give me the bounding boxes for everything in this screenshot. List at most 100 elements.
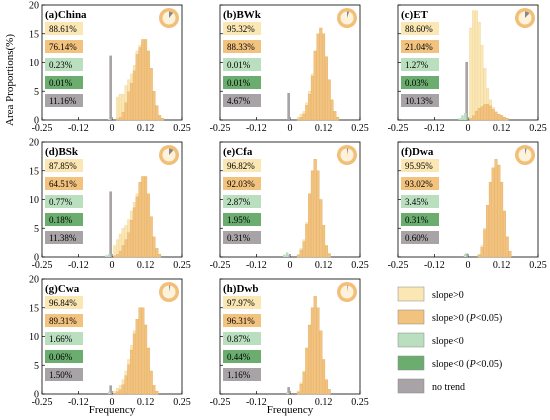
- pos-slope-sig-bar: [313, 159, 317, 258]
- percent-swatch-no-trend: [223, 368, 261, 381]
- pos-slope-sig-bar: [127, 364, 131, 395]
- x-tick-label: 0.25: [529, 123, 547, 134]
- y-tick-label: 15: [29, 29, 39, 40]
- pos-slope-bar: [474, 10, 478, 121]
- pos-slope-sig-bar: [158, 115, 162, 121]
- y-tick-label: 5: [34, 224, 39, 235]
- y-axis-title: Area Proportions(%): [4, 34, 16, 126]
- percent-label: 1.16%: [227, 370, 251, 380]
- panel-6: -0.25 -0.12 0 0.12 0.25 (f)Dwa 95.95% 93.02% 3.4…: [388, 141, 547, 271]
- x-tick-label: -0.12: [246, 260, 267, 271]
- x-tick-label: 0.25: [351, 260, 369, 271]
- percent-label: 95.32%: [227, 24, 255, 34]
- percent-label: 0.31%: [405, 215, 429, 225]
- pos-slope-sig-bar: [316, 170, 320, 258]
- y-tick-label: 5: [34, 87, 39, 98]
- pos-slope-sig-bar: [152, 236, 156, 258]
- pos-slope-sig-bar: [491, 109, 495, 121]
- percent-swatch-slope-pos-sig: [223, 314, 261, 327]
- y-tick-label: 20: [29, 275, 39, 286]
- pos-slope-sig-bar: [121, 384, 125, 395]
- percent-swatch-no-trend: [45, 231, 83, 244]
- x-tick-label: -0.25: [32, 123, 53, 134]
- percent-swatch-slope-neg-sig: [223, 213, 261, 226]
- pos-slope-sig-bar: [500, 115, 504, 121]
- no-trend-bar: [465, 253, 468, 257]
- x-tick-label: 0.25: [351, 397, 369, 408]
- no-trend-bar: [109, 191, 112, 257]
- pos-slope-sig-bar: [141, 39, 145, 121]
- percent-swatch-slope-neg: [223, 332, 261, 345]
- pos-slope-sig-bar: [113, 255, 117, 258]
- percent-label: 96.31%: [227, 316, 255, 326]
- pos-slope-sig-bar: [319, 199, 323, 258]
- percent-label: 87.85%: [49, 161, 77, 171]
- percent-label: 10.13%: [405, 96, 433, 106]
- pos-slope-sig-bar: [305, 224, 309, 258]
- pos-slope-sig-bar: [146, 50, 150, 121]
- panel-2: -0.25 -0.12 0 0.12 0.25 (b)BWk 95.32% 88.33% 0.0…: [210, 4, 369, 134]
- x-tick-label: -0.12: [246, 123, 267, 134]
- neg-slope-bar: [107, 118, 111, 120]
- legend-label: slope<0: [432, 336, 464, 347]
- percent-swatch-no-trend: [45, 368, 83, 381]
- percent-swatch-slope-neg-sig: [45, 76, 83, 89]
- pos-slope-sig-bar: [116, 391, 120, 395]
- pos-slope-sig-bar: [502, 116, 506, 121]
- pos-slope-sig-bar: [135, 196, 139, 258]
- x-tick-label: 0: [288, 260, 293, 271]
- x-tick-label: -0.12: [68, 397, 89, 408]
- y-tick-label: 15: [29, 303, 39, 314]
- neg-slope-bar: [285, 392, 289, 394]
- neg-slope-bar: [107, 254, 111, 257]
- pos-slope-sig-bar: [149, 216, 153, 258]
- percent-swatch-slope-pos-sig: [223, 40, 261, 53]
- pos-slope-sig-bar: [500, 182, 504, 258]
- percent-label: 0.31%: [227, 233, 251, 243]
- panel-title: (d)BSk: [45, 146, 79, 158]
- panel-title: (f)Dwa: [401, 146, 434, 158]
- percent-label: 93.02%: [405, 179, 433, 189]
- percent-label: 64.51%: [49, 179, 77, 189]
- pos-slope-sig-bar: [310, 170, 314, 258]
- pos-slope-sig-bar: [336, 116, 340, 121]
- percent-swatch-slope-pos-sig: [45, 177, 83, 190]
- pos-slope-bar: [118, 93, 122, 121]
- x-tick-label: -0.12: [246, 397, 267, 408]
- pos-slope-sig-bar: [124, 239, 128, 258]
- ring-slice: [169, 148, 174, 155]
- pos-slope-sig-bar: [299, 116, 303, 121]
- no-trend-bar: [109, 55, 112, 120]
- pos-slope-sig-bar: [322, 359, 326, 395]
- percent-label: 95.95%: [405, 161, 433, 171]
- panel-title: (g)Cwa: [45, 283, 80, 295]
- x-tick-label: 0: [110, 123, 115, 134]
- pos-slope-sig-bar: [494, 112, 498, 121]
- panel-5: -0.25 -0.12 0 0.12 0.25 (e)Cfa 96.82% 92.03% 2.8…: [210, 141, 369, 271]
- pos-slope-sig-bar: [127, 91, 131, 121]
- pos-slope-sig-bar: [132, 207, 136, 258]
- x-tick-label: 0.12: [137, 260, 155, 271]
- pos-slope-sig-bar: [327, 79, 331, 121]
- percent-swatch-no-trend: [223, 231, 261, 244]
- pos-slope-sig-bar: [124, 102, 128, 121]
- ring-slice: [347, 148, 349, 155]
- ring-slice: [525, 11, 530, 18]
- percent-swatch-slope-neg-sig: [401, 76, 439, 89]
- pos-slope-sig-bar: [480, 247, 484, 258]
- x-tick-label: 0.12: [137, 397, 155, 408]
- percent-swatch-slope-neg: [45, 332, 83, 345]
- pos-slope-sig-bar: [497, 114, 501, 121]
- x-tick-label: -0.12: [68, 123, 89, 134]
- pos-slope-sig-bar: [319, 330, 323, 395]
- percent-swatch-slope-pos: [223, 22, 261, 35]
- x-tick-label: -0.25: [388, 123, 409, 134]
- pos-slope-sig-bar: [149, 68, 153, 121]
- pos-slope-sig-bar: [480, 106, 484, 121]
- legend-swatch-slope-pos: [397, 286, 425, 302]
- pos-slope-sig-bar: [121, 245, 125, 258]
- percent-label: 88.61%: [49, 24, 77, 34]
- pos-slope-sig-bar: [474, 111, 478, 121]
- percent-label: 2.87%: [227, 197, 251, 207]
